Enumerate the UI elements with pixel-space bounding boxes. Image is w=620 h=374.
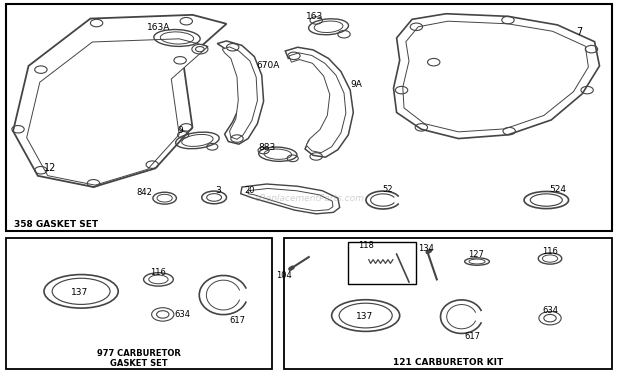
Text: 883: 883: [258, 143, 275, 152]
Polygon shape: [285, 47, 353, 157]
Text: 9A: 9A: [350, 80, 362, 89]
Bar: [6, 4, 612, 231]
Text: eReplacementParts.com: eReplacementParts.com: [255, 194, 365, 203]
Text: 116: 116: [151, 268, 166, 277]
Text: 12: 12: [44, 163, 56, 174]
Text: 134: 134: [418, 244, 434, 253]
Text: 163A: 163A: [147, 23, 170, 32]
Polygon shape: [241, 184, 340, 214]
Polygon shape: [27, 39, 208, 185]
Polygon shape: [217, 41, 264, 144]
Text: 842: 842: [136, 188, 152, 197]
Text: 104: 104: [276, 271, 292, 280]
Bar: [284, 238, 612, 369]
Text: 127: 127: [468, 249, 484, 258]
Text: 617: 617: [229, 316, 245, 325]
Polygon shape: [222, 47, 257, 139]
Text: 116: 116: [542, 246, 558, 255]
Text: 121 CARBURETOR KIT: 121 CARBURETOR KIT: [393, 358, 503, 367]
Text: 670A: 670A: [256, 61, 280, 70]
Polygon shape: [248, 188, 333, 211]
Text: 137: 137: [71, 288, 89, 297]
Text: 52: 52: [382, 186, 392, 194]
Text: 524: 524: [549, 186, 566, 194]
Text: 358 GASKET SET: 358 GASKET SET: [14, 220, 99, 229]
Text: 137: 137: [356, 312, 373, 321]
Text: 118: 118: [358, 240, 374, 249]
Text: 163: 163: [306, 12, 324, 21]
Text: 617: 617: [464, 331, 480, 341]
Bar: [348, 242, 417, 284]
Text: 634: 634: [174, 310, 190, 319]
Text: 20: 20: [244, 186, 255, 195]
Polygon shape: [13, 15, 226, 187]
Polygon shape: [403, 21, 588, 132]
Text: 3: 3: [216, 186, 221, 195]
Text: 7: 7: [576, 27, 582, 37]
Text: 977 CARBURETOR
GASKET SET: 977 CARBURETOR GASKET SET: [97, 349, 180, 368]
Polygon shape: [289, 53, 346, 153]
Text: 634: 634: [542, 306, 558, 315]
Text: 9: 9: [177, 126, 183, 135]
Bar: [6, 238, 272, 369]
Polygon shape: [394, 14, 600, 138]
